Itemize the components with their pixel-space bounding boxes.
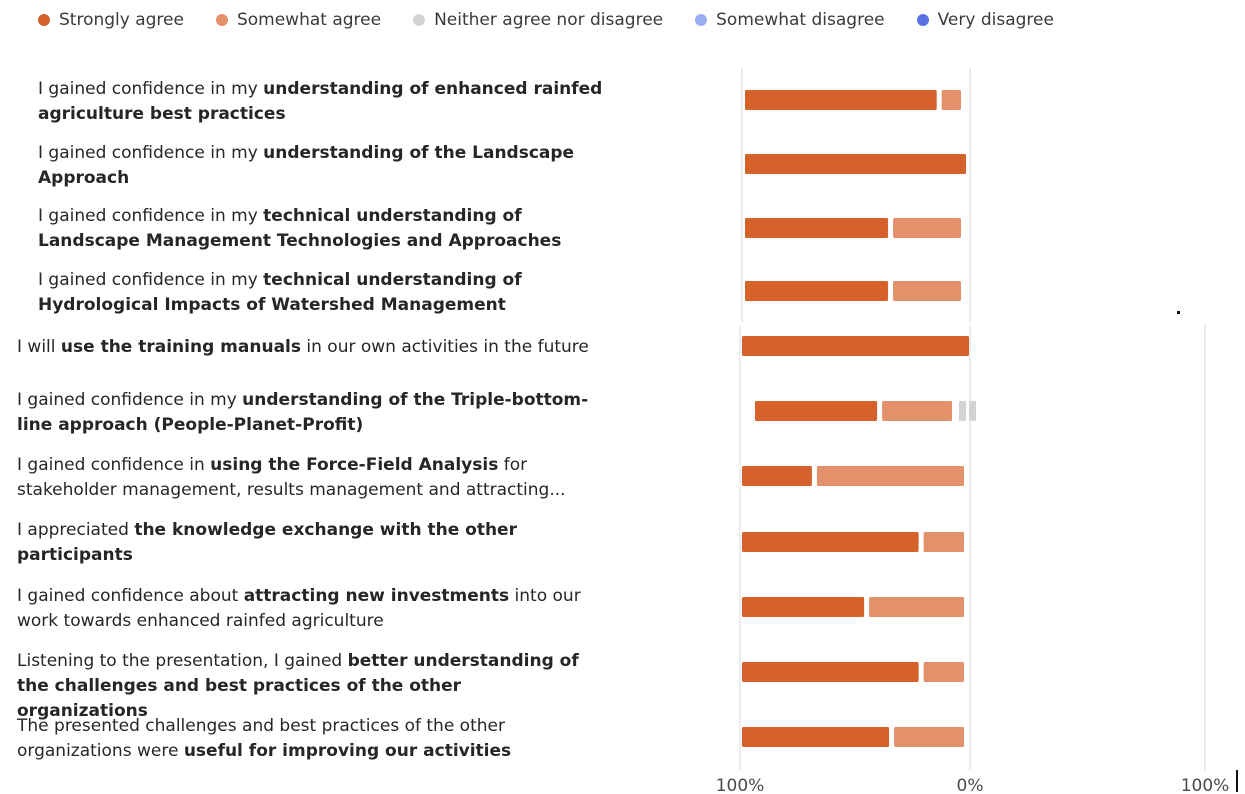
row-label-3: I gained confidence in my technical unde… [38,206,562,251]
legend-item-very-disagree[interactable]: Very disagree [916,10,1054,30]
row-label-2: I gained confidence in my understanding … [38,143,575,188]
bar-segment [742,466,812,486]
x-tick-label-left: 100% [716,776,765,794]
x-tick-label-center: 0% [957,776,984,794]
legend-label: Strongly agree [59,10,184,30]
row-label-1: I gained confidence in my understanding … [38,79,603,124]
bar-segment [959,401,967,421]
bar-segment [745,154,966,174]
bar-segment [742,336,969,356]
bar-segment [969,401,976,421]
bar-segment [869,597,964,617]
bar-segment [742,532,919,552]
legend-label: Neither agree nor disagree [434,10,664,30]
bar-segment [755,401,878,421]
bar-segment [882,401,953,421]
row-label-11: The presented challenges and best practi… [17,716,512,761]
dot-mark [1177,311,1180,314]
legend-dot-icon [38,14,50,26]
legend-dot-icon [215,14,228,26]
bar-segment [893,281,961,301]
bar-segment [941,90,961,110]
bar-segment [745,281,889,301]
legend-dot-icon [695,14,708,26]
legend-item-somewhat-agree[interactable]: Somewhat agree [215,10,382,30]
legend-dot-icon [413,14,426,26]
bar-segment [816,466,964,486]
bar-segment [742,662,919,682]
legend-dot-icon [916,14,929,26]
bar-segment [893,218,961,238]
legend: Strongly agree Somewhat agree Neither ag… [38,8,1054,32]
legend-item-somewhat-disagree[interactable]: Somewhat disagree [695,10,885,30]
edge-mark [1236,770,1238,792]
bar-segment [923,662,964,682]
x-tick-label-right: 100% [1181,776,1230,794]
row-label-5: I will use the training manuals in our o… [17,337,589,357]
bar-segment [745,218,889,238]
row-label-9: I gained confidence about attracting new… [17,586,581,631]
legend-label: Somewhat agree [236,10,382,30]
row-label-4: I gained confidence in my technical unde… [38,270,522,315]
legend-label: Somewhat disagree [716,10,885,30]
legend-item-strongly-agree[interactable]: Strongly agree [38,10,184,30]
legend-item-neither[interactable]: Neither agree nor disagree [413,10,663,30]
bar-segment [742,597,865,617]
legend-label: Very disagree [937,10,1054,30]
row-label-7: I gained confidence in using the Force-F… [17,455,566,500]
row-label-10: Listening to the presentation, I gained … [17,651,579,721]
bar-segment [894,727,964,747]
bar-segment [742,727,890,747]
bars-group [742,90,976,747]
bar-segment [745,90,937,110]
row-label-6: I gained confidence in my understanding … [17,390,589,435]
bar-segment [923,532,964,552]
row-label-8: I appreciated the knowledge exchange wit… [17,520,517,565]
